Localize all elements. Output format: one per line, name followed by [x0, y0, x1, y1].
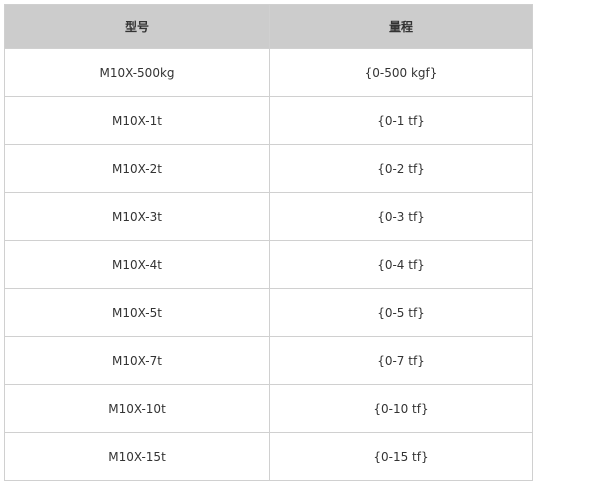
- spec-table: 型号 量程 M10X-500kg {0-500 kgf} M10X-1t {0-1 t…: [4, 4, 533, 481]
- range-cell: {0-5 tf}: [269, 288, 533, 337]
- range-cell: {0-4 tf}: [269, 240, 533, 289]
- table-row: M10X-2t {0-2 tf}: [4, 144, 533, 193]
- model-cell: M10X-2t: [4, 144, 270, 193]
- table-row: M10X-7t {0-7 tf}: [4, 336, 533, 385]
- model-cell: M10X-10t: [4, 384, 270, 433]
- model-cell: M10X-7t: [4, 336, 270, 385]
- range-cell: {0-7 tf}: [269, 336, 533, 385]
- range-cell: {0-500 kgf}: [269, 48, 533, 97]
- range-cell: {0-3 tf}: [269, 192, 533, 241]
- model-cell: M10X-1t: [4, 96, 270, 145]
- model-cell: M10X-15t: [4, 432, 270, 481]
- range-cell: {0-2 tf}: [269, 144, 533, 193]
- table-row: M10X-4t {0-4 tf}: [4, 240, 533, 289]
- table-row: M10X-10t {0-10 tf}: [4, 384, 533, 433]
- range-cell: {0-10 tf}: [269, 384, 533, 433]
- header-model: 型号: [4, 4, 270, 49]
- model-cell: M10X-500kg: [4, 48, 270, 97]
- table-row: M10X-500kg {0-500 kgf}: [4, 48, 533, 97]
- table-row: M10X-3t {0-3 tf}: [4, 192, 533, 241]
- model-cell: M10X-3t: [4, 192, 270, 241]
- range-cell: {0-15 tf}: [269, 432, 533, 481]
- model-cell: M10X-4t: [4, 240, 270, 289]
- table-row: M10X-1t {0-1 tf}: [4, 96, 533, 145]
- model-cell: M10X-5t: [4, 288, 270, 337]
- table-row: M10X-5t {0-5 tf}: [4, 288, 533, 337]
- table-header-row: 型号 量程: [4, 4, 533, 49]
- table-row: M10X-15t {0-15 tf}: [4, 432, 533, 481]
- header-range: 量程: [269, 4, 533, 49]
- range-cell: {0-1 tf}: [269, 96, 533, 145]
